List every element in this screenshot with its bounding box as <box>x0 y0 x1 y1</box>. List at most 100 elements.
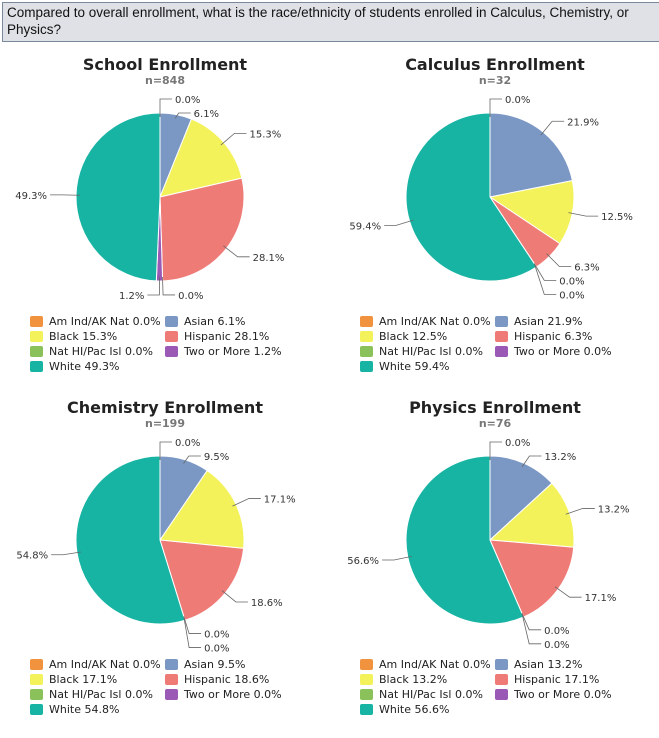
legend-label: Black 12.5% <box>379 330 447 343</box>
data-label: 0.0% <box>175 438 200 449</box>
legend-item: Hispanic 18.6% <box>165 673 269 686</box>
leader-line <box>51 552 81 555</box>
legend-swatch <box>30 689 43 700</box>
data-label: 0.0% <box>559 276 584 287</box>
legend-swatch <box>360 361 373 372</box>
legend-label: Two or More 1.2% <box>184 345 282 358</box>
leader-line <box>382 556 412 560</box>
data-label: 6.3% <box>574 262 599 273</box>
legend-swatch <box>30 331 43 342</box>
data-label: 0.0% <box>505 438 530 449</box>
legend-item: Asian 9.5% <box>165 658 245 671</box>
legend-label: Nat HI/Pac Isl 0.0% <box>379 345 483 358</box>
legend-item: Am Ind/AK Nat 0.0% <box>360 658 491 671</box>
legend-item: Hispanic 6.3% <box>495 330 592 343</box>
data-label: 0.0% <box>204 644 229 655</box>
legend-item: Asian 13.2% <box>495 658 582 671</box>
legend-label: Nat HI/Pac Isl 0.0% <box>49 345 153 358</box>
leader-line <box>568 213 598 217</box>
legend-label: Hispanic 17.1% <box>514 673 599 686</box>
legend-swatch <box>165 659 178 670</box>
legend-item: Am Ind/AK Nat 0.0% <box>360 315 491 328</box>
legend-swatch <box>360 659 373 670</box>
legend-swatch <box>30 361 43 372</box>
legend-label: White 56.6% <box>379 703 449 716</box>
data-label: 6.1% <box>194 109 219 120</box>
data-label: 17.1% <box>264 495 296 506</box>
legend-swatch <box>360 704 373 715</box>
legend-label: Two or More 0.0% <box>184 688 282 701</box>
data-label: 0.0% <box>544 640 569 651</box>
legend-label: White 49.3% <box>49 360 119 373</box>
data-label: 13.2% <box>544 452 576 463</box>
legend-item: Nat HI/Pac Isl 0.0% <box>360 688 483 701</box>
legend-label: Asian 13.2% <box>514 658 582 671</box>
legend-label: White 54.8% <box>49 703 119 716</box>
legend-item: Nat HI/Pac Isl 0.0% <box>360 345 483 358</box>
legend-swatch <box>360 346 373 357</box>
legend-swatch <box>165 331 178 342</box>
legend-item: Am Ind/AK Nat 0.0% <box>30 315 161 328</box>
legend-label: Asian 21.9% <box>514 315 582 328</box>
legend-swatch <box>165 346 178 357</box>
legend-label: Asian 9.5% <box>184 658 245 671</box>
legend-item: White 49.3% <box>30 360 119 373</box>
data-label: 0.0% <box>175 95 200 106</box>
legend-label: White 59.4% <box>379 360 449 373</box>
legend-label: Am Ind/AK Nat 0.0% <box>379 315 491 328</box>
legend-item: White 56.6% <box>360 703 449 716</box>
data-label: 15.3% <box>250 129 282 140</box>
legend-swatch <box>165 674 178 685</box>
data-label: 1.2% <box>119 291 144 302</box>
legend-item: White 54.8% <box>30 703 119 716</box>
legend-label: Hispanic 18.6% <box>184 673 269 686</box>
legend-item: Hispanic 17.1% <box>495 673 599 686</box>
legend-swatch <box>360 331 373 342</box>
legend-label: Black 17.1% <box>49 673 117 686</box>
legend-label: Hispanic 28.1% <box>184 330 269 343</box>
legend-item: Two or More 0.0% <box>165 688 282 701</box>
data-label: 0.0% <box>204 630 229 641</box>
data-label: 0.0% <box>559 290 584 301</box>
legend-label: Two or More 0.0% <box>514 688 612 701</box>
legend-swatch <box>30 674 43 685</box>
legend-item: Two or More 0.0% <box>495 345 612 358</box>
legend-item: Two or More 0.0% <box>495 688 612 701</box>
legend-item: Two or More 1.2% <box>165 345 282 358</box>
data-label: 54.8% <box>16 551 48 562</box>
legend-swatch <box>495 689 508 700</box>
legend-item: Black 15.3% <box>30 330 117 343</box>
legend-swatch <box>360 316 373 327</box>
legend-label: Asian 6.1% <box>184 315 245 328</box>
legend-label: Nat HI/Pac Isl 0.0% <box>49 688 153 701</box>
leader-line <box>534 264 556 295</box>
legend-swatch <box>360 674 373 685</box>
legend-item: Black 13.2% <box>360 673 447 686</box>
legend-swatch <box>495 346 508 357</box>
legend-item: White 59.4% <box>360 360 449 373</box>
legend-swatch <box>495 316 508 327</box>
data-label: 59.4% <box>349 221 381 232</box>
data-label: 9.5% <box>204 452 229 463</box>
data-label: 17.1% <box>585 593 617 604</box>
data-label: 18.6% <box>251 598 283 609</box>
legend-label: Black 15.3% <box>49 330 117 343</box>
legend-item: Nat HI/Pac Isl 0.0% <box>30 688 153 701</box>
legend-item: Asian 6.1% <box>165 315 245 328</box>
legend-swatch <box>495 674 508 685</box>
legend-label: Hispanic 6.3% <box>514 330 592 343</box>
legend-swatch <box>30 704 43 715</box>
pie-slice-white <box>76 113 160 281</box>
legend-label: Black 13.2% <box>379 673 447 686</box>
data-label: 0.0% <box>544 626 569 637</box>
legend-swatch <box>165 316 178 327</box>
legend-label: Am Ind/AK Nat 0.0% <box>49 658 161 671</box>
legend-label: Am Ind/AK Nat 0.0% <box>49 315 161 328</box>
legend-item: Nat HI/Pac Isl 0.0% <box>30 345 153 358</box>
legend-swatch <box>30 316 43 327</box>
data-label: 49.3% <box>15 191 47 202</box>
leader-line <box>522 613 541 644</box>
